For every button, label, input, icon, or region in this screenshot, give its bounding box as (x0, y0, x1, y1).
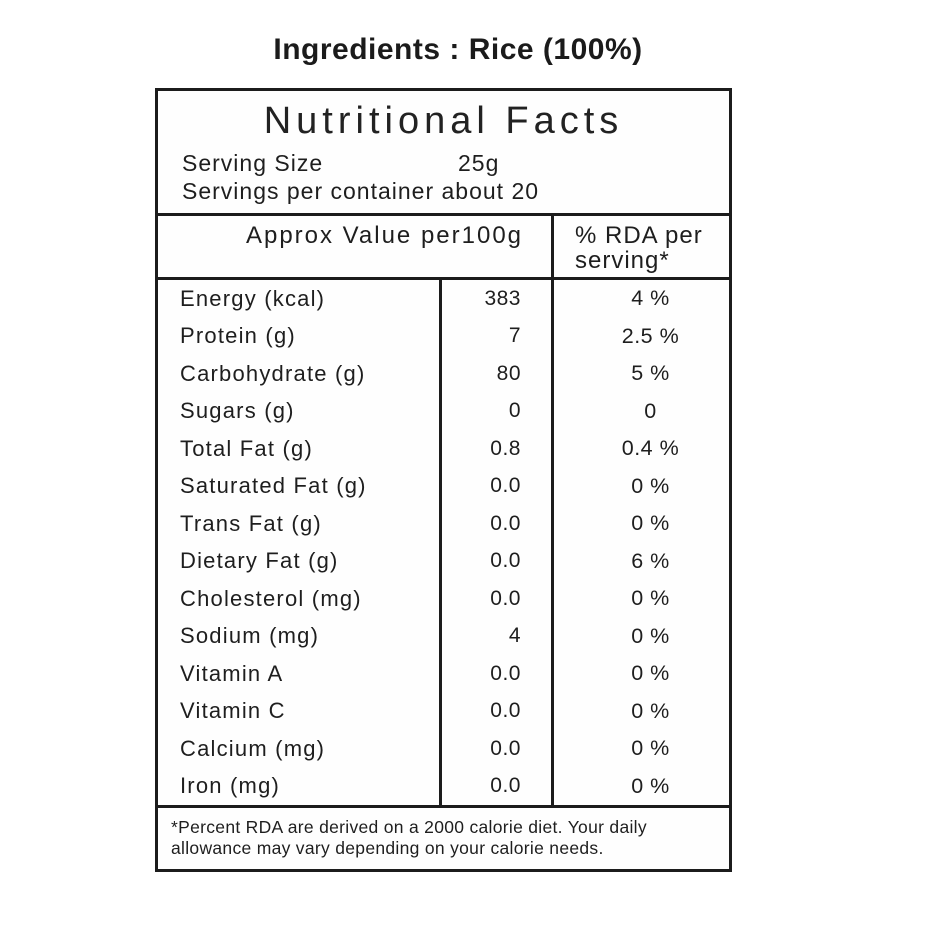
nutrient-value: 0.0 (439, 692, 551, 730)
nutrient-value: 0.0 (439, 730, 551, 768)
nutrient-value: 0.0 (439, 580, 551, 618)
nutrient-row: Calcium (mg) 0.0 0 % (158, 730, 729, 768)
nutrient-value: 0.0 (439, 655, 551, 693)
table-header-row: Approx Value per100g % RDA per serving* (158, 216, 729, 280)
nutrient-name: Vitamin C (180, 698, 286, 724)
nutrient-rda-percent: 0 % (551, 467, 729, 505)
nutrient-rda-percent: 6 % (551, 542, 729, 580)
nutrient-row: Iron (mg) 0.0 0 % (158, 767, 729, 805)
column-header-approx-value: Approx Value per100g (245, 222, 524, 249)
nutrient-rda-percent: 4 % (551, 280, 729, 318)
nutrient-row: Total Fat (g) 0.8 0.4 % (158, 430, 729, 468)
nutrient-name: Cholesterol (mg) (180, 585, 362, 611)
nutrient-name: Energy (kcal) (180, 285, 326, 311)
nutrient-value: 0.0 (439, 467, 551, 505)
nutrient-value: 0 (439, 392, 551, 430)
nutrient-value: 4 (439, 617, 551, 655)
nutrition-facts-panel: Nutritional Facts Serving Size 25g Servi… (155, 88, 732, 872)
nutrient-rda-percent: 0 % (551, 730, 729, 768)
nutrient-rda-percent: 0 % (551, 617, 729, 655)
nutrient-row: Energy (kcal) 383 4 % (158, 280, 729, 318)
nutrient-row: Sodium (mg) 4 0 % (158, 617, 729, 655)
nutrient-rda-percent: 0 % (551, 655, 729, 693)
nutrient-rda-percent: 0.4 % (551, 430, 729, 468)
nutrient-rda-percent: 5 % (551, 355, 729, 393)
nutrient-row: Sugars (g) 0 0 (158, 392, 729, 430)
nutrient-name: Saturated Fat (g) (180, 473, 367, 499)
nutrient-row: Cholesterol (mg) 0.0 0 % (158, 580, 729, 618)
nutrient-value: 0.0 (439, 542, 551, 580)
rda-footnote: *Percent RDA are derived on a 2000 calor… (158, 805, 729, 869)
nutrient-name: Iron (mg) (180, 773, 281, 799)
nutrient-value: 383 (439, 280, 551, 318)
nutrient-rda-percent: 0 (551, 392, 729, 430)
nutrient-rda-percent: 0 % (551, 580, 729, 618)
nutrient-table: Energy (kcal) 383 4 % Protein (g) 7 2.5 % Carb… (158, 280, 729, 805)
nutrient-row: Carbohydrate (g) 80 5 % (158, 355, 729, 393)
label-header-section: Nutritional Facts Serving Size 25g Servi… (158, 91, 729, 216)
nutrient-name: Dietary Fat (g) (180, 548, 339, 574)
nutrient-value: 7 (439, 317, 551, 355)
nutrient-rda-percent: 2.5 % (551, 317, 729, 355)
nutrient-rda-percent: 0 % (551, 692, 729, 730)
serving-size-label: Serving Size (182, 150, 324, 176)
nutrient-name: Protein (g) (180, 323, 296, 349)
nutrient-value: 0.0 (439, 767, 551, 805)
nutrient-rda-percent: 0 % (551, 767, 729, 805)
nutrient-rda-percent: 0 % (551, 505, 729, 543)
nutrition-facts-heading: Nutritional Facts (263, 100, 624, 142)
nutrient-row: Vitamin C 0.0 0 % (158, 692, 729, 730)
nutrient-name: Calcium (mg) (180, 735, 326, 761)
serving-size-row: Serving Size 25g (158, 149, 729, 177)
nutrient-row: Saturated Fat (g) 0.0 0 % (158, 467, 729, 505)
column-header-rda: % RDA per serving* (551, 216, 729, 277)
nutrient-row: Protein (g) 7 2.5 % (158, 317, 729, 355)
nutrient-name: Sodium (mg) (180, 623, 320, 649)
nutrient-name: Trans Fat (g) (180, 510, 322, 536)
nutrient-row: Trans Fat (g) 0.0 0 % (158, 505, 729, 543)
nutrient-name: Carbohydrate (g) (180, 360, 366, 386)
ingredients-title: Ingredients : Rice (100%) (273, 33, 643, 66)
nutrient-value: 0.0 (439, 505, 551, 543)
nutrient-value: 80 (439, 355, 551, 393)
nutrient-name: Total Fat (g) (180, 435, 313, 461)
nutrient-row: Vitamin A 0.0 0 % (158, 655, 729, 693)
nutrient-value: 0.8 (439, 430, 551, 468)
nutrient-row: Dietary Fat (g) 0.0 6 % (158, 542, 729, 580)
serving-size-value: 25g (458, 150, 500, 176)
nutrient-name: Sugars (g) (180, 398, 295, 424)
nutrient-name: Vitamin A (180, 660, 284, 686)
servings-per-container-text: Servings per container about 20 (182, 178, 540, 204)
